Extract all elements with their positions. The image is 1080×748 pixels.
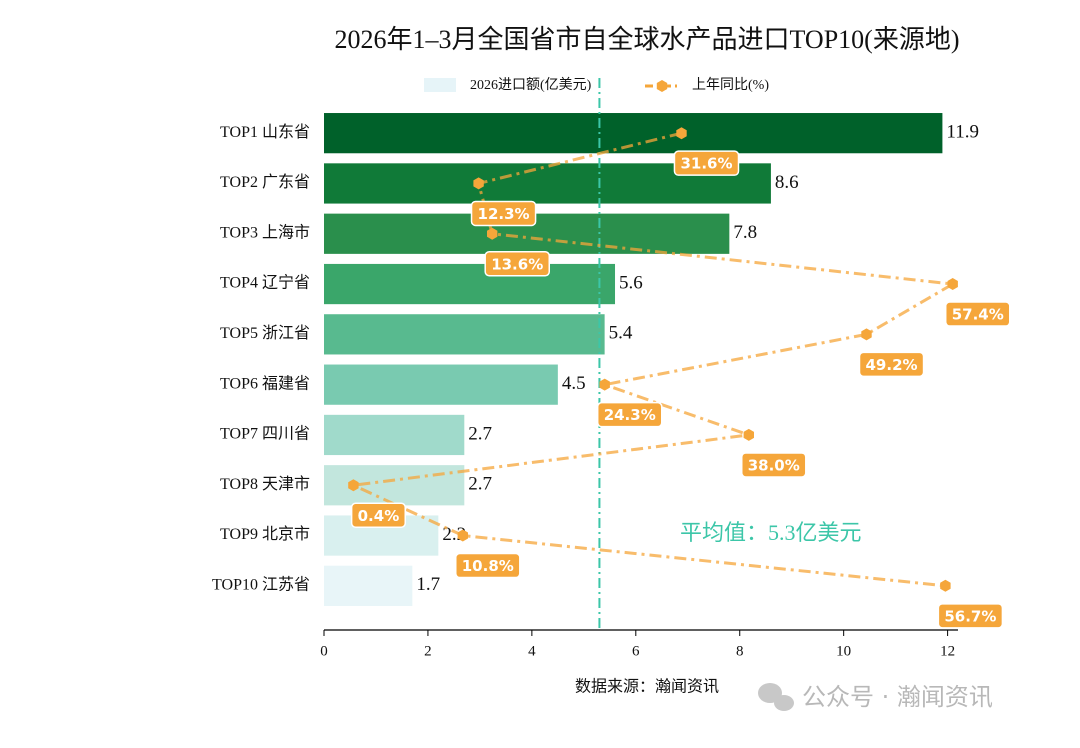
chart-title: 2026年1–3月全国省市自全球水产品进口TOP10(来源地): [335, 25, 960, 54]
y-tick-label: TOP9 北京市: [220, 525, 310, 543]
yoy-label-text: 38.0%: [748, 456, 800, 474]
bar-value-label: 2.7: [468, 423, 492, 444]
yoy-label-text: 24.3%: [604, 406, 656, 424]
yoy-label: 24.3%: [596, 401, 663, 428]
yoy-label-box: [673, 150, 740, 176]
bar-value-label: 4.5: [562, 373, 586, 394]
yoy-label-box: [740, 452, 807, 478]
yoy-marker: [947, 278, 958, 290]
y-tick-label: TOP8 天津市: [220, 475, 310, 493]
y-tick-label: TOP1 山东省: [220, 123, 310, 141]
bar-value-label: 7.8: [733, 222, 757, 243]
yoy-label: 38.0%: [740, 452, 807, 478]
y-tick-label: TOP7 四川省: [220, 425, 310, 443]
bar-value-label: 8.6: [775, 172, 799, 193]
yoy-label: 56.7%: [937, 603, 1004, 629]
yoy-marker: [348, 479, 359, 492]
bar: [324, 314, 605, 355]
yoy-label-text: 31.6%: [680, 155, 732, 173]
yoy-label-box: [944, 301, 1011, 327]
x-tick-label: 10: [836, 643, 851, 659]
yoy-label: 49.2%: [858, 351, 925, 378]
x-tick-label: 8: [736, 643, 744, 659]
legend-marker: [656, 80, 668, 92]
yoy-marker: [473, 177, 484, 190]
y-tick-label: TOP6 福建省: [220, 374, 310, 392]
bar-value-label: 5.6: [619, 272, 643, 293]
legend-swatch: [424, 78, 456, 92]
bar: [324, 414, 465, 456]
y-tick-label: TOP4 辽宁省: [220, 274, 310, 292]
yoy-label: 13.6%: [484, 251, 550, 277]
yoy-label-box: [937, 603, 1004, 629]
yoy-label-text: 49.2%: [866, 356, 918, 374]
yoy-label: 31.6%: [673, 150, 740, 176]
bar: [324, 364, 558, 405]
bar-value-label: 11.9: [946, 122, 979, 143]
source-note: 数据来源：瀚闻资讯: [575, 678, 719, 696]
y-tick-label: TOP2 广东省: [220, 173, 310, 191]
bar: [324, 465, 465, 506]
yoy-label-box: [455, 552, 521, 579]
y-tick-label: TOP3 上海市: [220, 223, 310, 241]
x-tick-label: 2: [424, 643, 432, 659]
x-tick-label: 4: [528, 643, 536, 659]
yoy-label-box: [350, 502, 406, 528]
watermark: 公众号 · 瀚闻资讯: [802, 683, 993, 711]
yoy-label-text: 0.4%: [358, 507, 400, 525]
yoy-label: 10.8%: [455, 552, 521, 579]
x-tick-label: 0: [320, 643, 328, 659]
bar: [324, 565, 413, 606]
bar-value-label: 5.4: [609, 323, 633, 344]
yoy-marker: [487, 227, 498, 240]
yoy-marker: [676, 127, 687, 140]
yoy-label: 57.4%: [944, 301, 1011, 327]
yoy-label-box: [858, 351, 925, 378]
yoy-label-text: 10.8%: [462, 557, 514, 575]
bar-value-label: 2.7: [468, 474, 492, 495]
yoy-label-box: [470, 200, 537, 227]
yoy-marker: [861, 328, 872, 341]
yoy-label-box: [596, 401, 663, 428]
y-tick-label: TOP5 浙江省: [220, 324, 310, 342]
yoy-label-box: [484, 251, 550, 277]
bar: [324, 113, 943, 154]
bar: [324, 263, 616, 305]
x-tick-label: 12: [940, 643, 955, 659]
y-tick-label: TOP10 江苏省: [212, 576, 310, 594]
yoy-marker: [457, 529, 468, 542]
x-tick-label: 6: [632, 643, 640, 659]
yoy-label-text: 13.6%: [491, 255, 543, 273]
bar-value-label: 1.7: [416, 574, 440, 595]
legend-label: 上年同比(%): [692, 77, 769, 93]
yoy-label-text: 56.7%: [944, 607, 996, 625]
yoy-label: 0.4%: [350, 502, 406, 528]
yoy-label-text: 12.3%: [478, 205, 530, 223]
yoy-marker: [743, 428, 754, 441]
watermark-icon: [758, 683, 794, 711]
yoy-label: 12.3%: [470, 200, 537, 227]
legend-label: 2026进口额(亿美元): [470, 77, 592, 93]
mean-label: 平均值：5.3亿美元: [680, 520, 862, 545]
yoy-marker: [599, 378, 610, 391]
yoy-marker: [940, 579, 951, 592]
yoy-label-text: 57.4%: [952, 306, 1004, 324]
